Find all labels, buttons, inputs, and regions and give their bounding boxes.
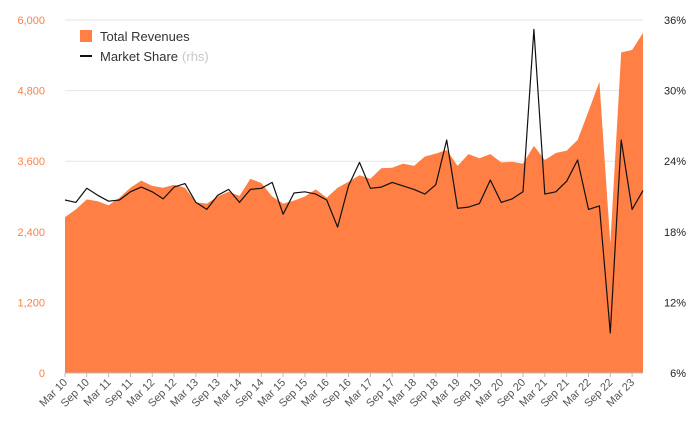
right-tick-label: 18% <box>664 227 686 239</box>
legend: Total Revenues Market Share (rhs) <box>80 26 209 66</box>
left-tick-label: 0 <box>39 368 45 380</box>
left-tick-label: 2,400 <box>17 227 45 239</box>
right-tick-label: 12% <box>664 297 686 309</box>
legend-item-total-revenues[interactable]: Total Revenues <box>80 26 209 46</box>
right-tick-label: 24% <box>664 156 686 168</box>
legend-label-rhs: (rhs) <box>182 48 209 64</box>
legend-item-market-share[interactable]: Market Share (rhs) <box>80 46 209 66</box>
revenue-area <box>65 32 643 374</box>
right-tick-label: 36% <box>664 15 686 27</box>
right-axis-ticks: 6% 12% 18% 24% 30% 36% <box>664 15 686 380</box>
right-tick-label: 6% <box>670 368 686 380</box>
legend-label-market-share: Market Share <box>100 48 179 64</box>
market-share-line-layer <box>64 28 644 334</box>
left-axis-ticks: 0 1,200 2,400 3,600 4,800 6,000 <box>17 15 45 380</box>
left-tick-label: 6,000 <box>17 15 45 27</box>
left-tick-label: 4,800 <box>17 86 45 98</box>
market-share-line <box>64 28 644 334</box>
legend-label-total-revenues: Total Revenues <box>100 28 190 44</box>
left-tick-label: 1,200 <box>17 297 45 309</box>
legend-swatch-line <box>80 55 92 57</box>
left-tick-label: 3,600 <box>17 156 45 168</box>
right-tick-label: 30% <box>664 86 686 98</box>
legend-swatch-area <box>80 30 92 42</box>
revenue-area-layer <box>65 32 643 374</box>
